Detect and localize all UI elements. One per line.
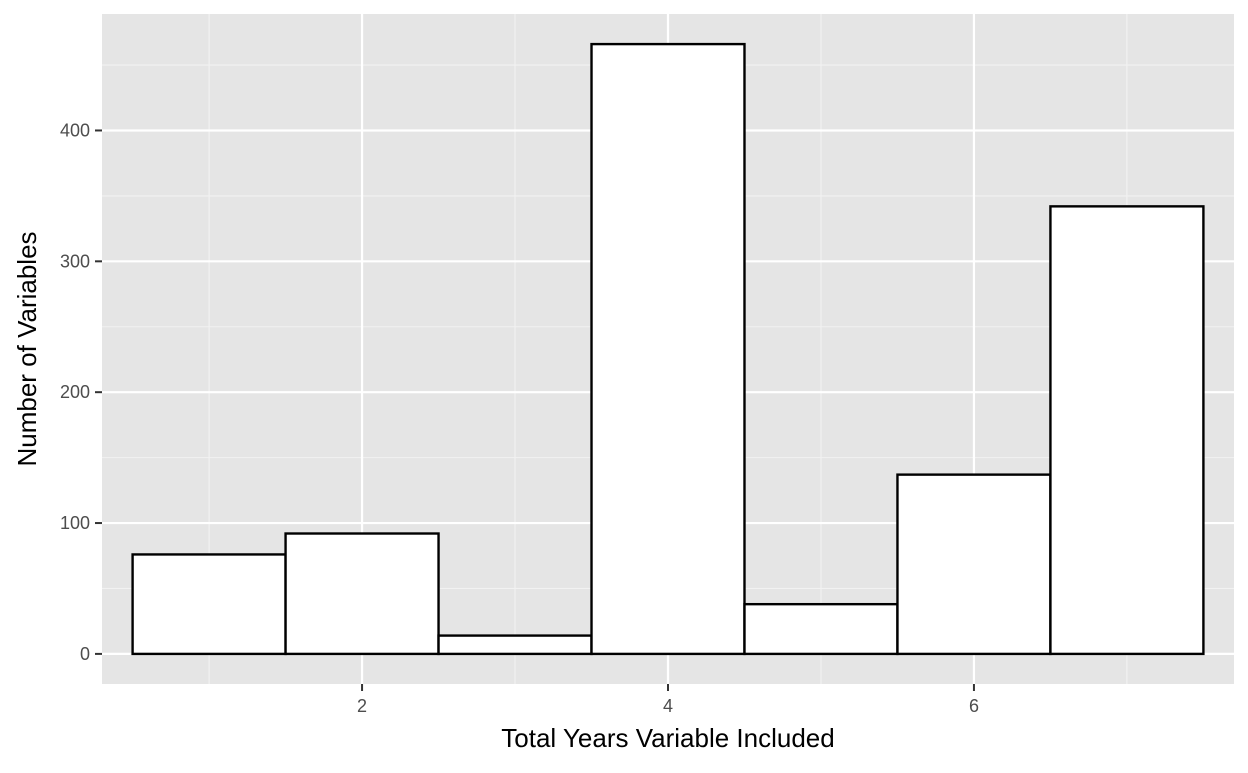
y-tick-label: 300	[60, 251, 90, 271]
y-tick-label: 400	[60, 120, 90, 140]
y-tick-label: 0	[80, 644, 90, 664]
bars-group	[131, 42, 1205, 656]
histogram-bar	[743, 602, 899, 656]
x-tick-label: 6	[969, 696, 979, 716]
y-axis-tick-labels: 0 100 200 300 400	[60, 120, 90, 663]
y-axis-title: Number of Variables	[12, 231, 42, 466]
axis-ticks	[95, 129, 975, 691]
histogram-bar	[284, 532, 440, 656]
histogram-bar	[1049, 205, 1205, 656]
x-tick-label: 2	[357, 696, 367, 716]
histogram-bar	[131, 553, 287, 656]
y-tick-label: 200	[60, 382, 90, 402]
x-tick-label: 4	[663, 696, 673, 716]
x-axis-tick-labels: 2 4 6	[357, 696, 979, 716]
histogram-bar	[896, 473, 1052, 656]
y-tick-label: 100	[60, 513, 90, 533]
histogram-bar	[590, 42, 746, 656]
histogram-bar	[437, 634, 593, 656]
x-axis-title: Total Years Variable Included	[501, 723, 834, 753]
